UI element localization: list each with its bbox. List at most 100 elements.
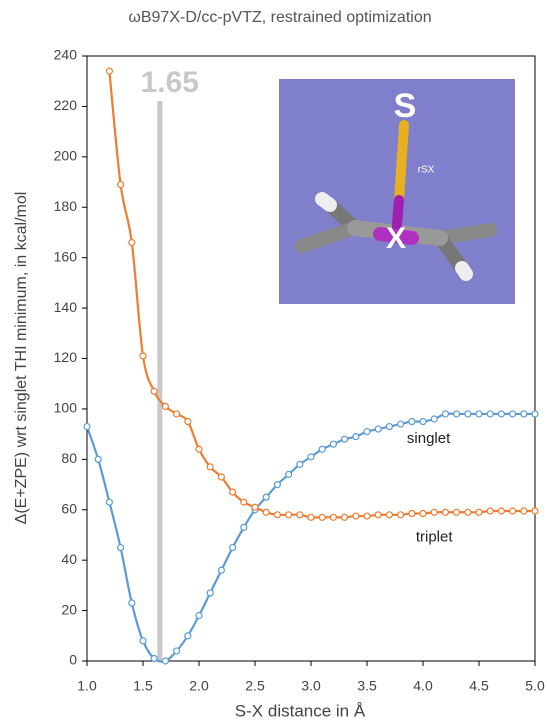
atom-h — [455, 261, 473, 281]
data-point — [453, 508, 461, 516]
y-tick-label: 0 — [69, 652, 77, 668]
bond — [433, 223, 497, 245]
inset-label: rSX — [418, 165, 435, 176]
inset-label: X — [386, 222, 406, 255]
data-point — [486, 410, 494, 418]
data-point — [307, 513, 315, 521]
data-point — [374, 425, 382, 433]
y-tick-label: 80 — [61, 450, 77, 466]
data-point — [184, 417, 192, 426]
x-tick-label: 3.5 — [357, 678, 377, 694]
data-point — [161, 657, 169, 665]
data-point — [363, 512, 371, 520]
data-point — [128, 238, 136, 247]
data-point — [453, 410, 461, 418]
data-point — [385, 422, 393, 431]
inset: S X rSX — [279, 79, 515, 304]
data-point — [273, 480, 281, 489]
data-point — [296, 460, 304, 468]
y-tick-label: 120 — [54, 349, 78, 365]
data-point — [195, 445, 203, 453]
x-tick-label: 1.5 — [133, 678, 153, 694]
y-tick-label: 60 — [61, 500, 77, 516]
y-tick-label: 200 — [54, 148, 78, 164]
x-tick-label: 4.5 — [469, 678, 489, 694]
y-tick-label: 220 — [54, 97, 78, 113]
data-point — [531, 507, 539, 515]
y-tick-label: 100 — [54, 400, 78, 416]
data-point — [83, 422, 91, 431]
data-point — [150, 654, 158, 663]
data-point — [464, 410, 472, 418]
data-point — [329, 440, 337, 448]
y-tick-label: 140 — [54, 299, 78, 315]
data-point — [520, 410, 528, 418]
atom-x — [373, 227, 419, 245]
data-point — [206, 463, 214, 471]
data-point — [508, 507, 517, 515]
data-point — [341, 435, 349, 443]
data-point — [262, 493, 270, 501]
x-tick-label: 2.5 — [245, 678, 265, 694]
x-tick-label: 5.0 — [525, 678, 545, 694]
y-tick-label: 180 — [54, 198, 78, 214]
data-point — [94, 455, 102, 463]
data-point — [251, 503, 259, 511]
data-point — [497, 507, 505, 515]
data-point — [296, 511, 304, 519]
data-point — [161, 402, 169, 410]
data-point — [531, 410, 539, 418]
data-point — [116, 180, 125, 189]
y-tick-label: 160 — [54, 248, 78, 264]
data-point — [150, 387, 158, 395]
data-point — [139, 637, 147, 645]
data-point — [116, 543, 125, 552]
data-point — [318, 513, 326, 521]
x-tick-label: 4.0 — [413, 678, 433, 694]
data-point — [285, 470, 293, 479]
marker-label: 1.65 — [141, 66, 199, 99]
data-point — [385, 511, 393, 519]
data-point — [229, 488, 237, 496]
data-point — [497, 410, 505, 418]
data-point — [441, 410, 449, 418]
data-point — [195, 612, 203, 620]
bond — [394, 120, 409, 205]
data-point — [520, 507, 528, 515]
data-point — [397, 511, 405, 519]
data-point — [486, 507, 494, 515]
data-point — [341, 513, 349, 521]
data-point — [419, 417, 427, 426]
series-line — [85, 412, 536, 663]
data-point — [184, 632, 192, 640]
data-point — [217, 566, 225, 574]
atom-h — [315, 192, 337, 212]
data-point — [318, 445, 326, 453]
data-point — [352, 512, 360, 520]
data-point — [105, 498, 114, 506]
data-point — [105, 67, 114, 75]
data-point — [430, 415, 438, 423]
data-point — [374, 511, 382, 519]
data-point — [430, 508, 438, 516]
data-point — [173, 647, 181, 655]
data-point — [229, 543, 237, 552]
data-point — [475, 410, 483, 418]
inset-label: S — [394, 87, 417, 125]
series-label: triplet — [416, 528, 454, 545]
data-point — [363, 428, 371, 436]
y-tick-label: 40 — [61, 551, 77, 567]
x-tick-label: 1.0 — [77, 678, 97, 694]
data-point — [408, 417, 416, 426]
data-point — [475, 508, 483, 516]
y-tick-label: 240 — [54, 47, 78, 63]
series-label: singlet — [407, 430, 451, 447]
bond — [295, 221, 362, 253]
data-point — [240, 523, 248, 531]
data-point — [285, 511, 293, 519]
data-point — [329, 513, 337, 521]
y-tick-label: 20 — [61, 601, 77, 617]
data-point — [173, 410, 181, 418]
data-point — [217, 473, 225, 481]
